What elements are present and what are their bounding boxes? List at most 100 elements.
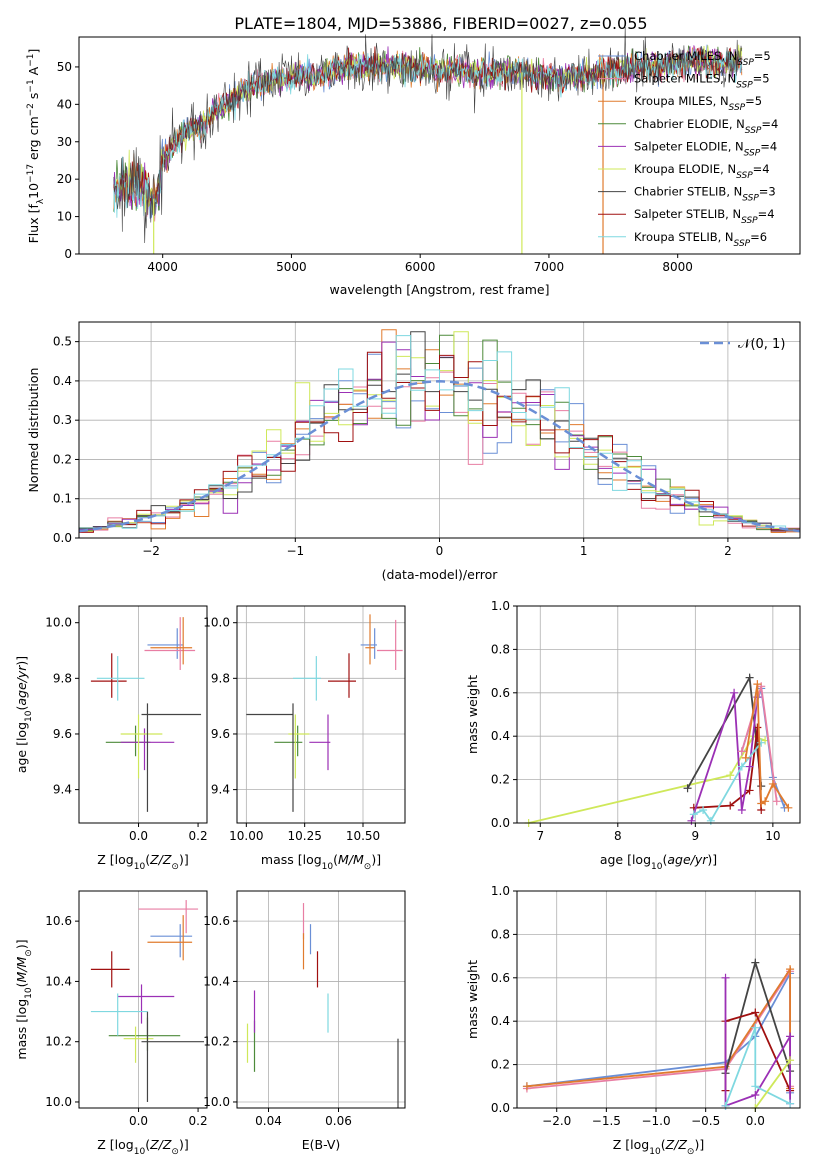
- weight-marker: [786, 1056, 795, 1065]
- weight-marker: [726, 771, 735, 780]
- y-tick-label: 10.0: [203, 616, 230, 630]
- figure-title: PLATE=1804, MJD=53886, FIBERID=0027, z=0…: [234, 14, 647, 33]
- y-axis-label: mass [log10(M/M⊙)]: [14, 939, 34, 1059]
- y-tick-label: 0.0: [491, 816, 510, 830]
- y-tick-label: 0.5: [53, 335, 72, 349]
- panel-spectrum: 4000 5000 6000 7000 8000 0 10 20 30 40 50 Chabrier …: [26, 26, 801, 297]
- weight-marker: [745, 673, 754, 682]
- weight-marker: [751, 1008, 760, 1017]
- panel-age_vs_mass: 10.00 10.25 10.50 9.4 9.6 9.8 10.0 mass [log10(…: [203, 605, 406, 872]
- legend-label-kroupa-elodie-n-ssp-4: Kroupa ELODIE, NSSP=4: [634, 162, 770, 181]
- y-tick-label: 0.6: [491, 971, 510, 985]
- y-tick-label: 0.4: [491, 1014, 510, 1028]
- errorbar-chabrier-stelib: [141, 703, 202, 812]
- axes-frame: 4000 5000 6000 7000 8000 0 10 20 30 40 50: [57, 36, 801, 274]
- weight-series-salpeter-miles: [737, 682, 781, 806]
- errorbar-kroupa-elodie: [123, 1026, 154, 1063]
- weight-series-kroupa-stelib: [721, 1023, 795, 1110]
- y-tick-label: 30: [57, 135, 72, 149]
- y-tick-label: 1.0: [491, 884, 510, 898]
- axes-box: [78, 605, 208, 824]
- y-tick-label: 10.0: [45, 1095, 72, 1109]
- legend-label-chabrier-miles-n-ssp-5: Chabrier MILES, NSSP=5: [634, 49, 771, 68]
- x-axis-label: E(B-V): [302, 1137, 341, 1152]
- y-tick-label: 10.2: [203, 1035, 230, 1049]
- y-tick-label: 10.2: [45, 1035, 72, 1049]
- x-tick-label: 2: [724, 544, 732, 558]
- y-tick-label: 9.4: [53, 783, 72, 797]
- legend-label-salpeter-elodie-n-ssp-4: Salpeter ELODIE, NSSP=4: [634, 139, 777, 158]
- x-axis-label: Z [log10(Z/Z⊙)]: [97, 852, 188, 872]
- axes-frame: −2.0 −1.5 −1.0 −0.5 0.0 0.0 0.2 0.4 0.6 0.8 1.0: [491, 884, 801, 1128]
- x-tick-label: 0.2: [189, 829, 208, 843]
- y-axis-label: Flux [fλ10−17 erg cm−2 s−1 A−1]: [26, 49, 46, 244]
- weight-marker: [726, 801, 735, 810]
- axes-frame: 0.04 0.06 10.0 10.2 10.4 10.6: [203, 890, 406, 1128]
- errorbar-salpeter-stelib: [328, 653, 356, 698]
- axes-frame: 0.0 0.2 10.0 10.2 10.4 10.6: [45, 890, 208, 1128]
- weight-marker: [768, 779, 777, 788]
- x-axis-label: mass [log10(M/M⊙)]: [261, 852, 381, 872]
- y-tick-label: 10.4: [45, 974, 72, 988]
- x-axis-label: (data-model)/error: [382, 567, 499, 582]
- x-tick-label: 0: [436, 544, 444, 558]
- axes-box: [78, 36, 801, 255]
- legend-label-chabrier-elodie-n-ssp-4: Chabrier ELODIE, NSSP=4: [634, 117, 778, 136]
- errorbar-chabrier-miles: [360, 628, 377, 659]
- y-tick-label: 0.3: [53, 413, 72, 427]
- y-tick-label: 50: [57, 60, 72, 74]
- y-tick-label: 10.4: [203, 974, 230, 988]
- plot-area: [524, 673, 793, 827]
- errorbar-salpeter-elodie: [117, 984, 175, 1024]
- errorbar-kroupa-stelib: [293, 656, 321, 701]
- errorbar-kroupa-elodie: [288, 714, 310, 779]
- x-tick-label: 0.0: [746, 1114, 765, 1128]
- axes-frame: −2 −1 0 1 2 0.0 0.1 0.2 0.3 0.4 0.5: [53, 321, 801, 558]
- x-tick-label: 10: [765, 829, 780, 843]
- plot-area: [522, 958, 795, 1112]
- errorbar-chabrier-miles: [147, 628, 184, 659]
- x-tick-label: 0.06: [325, 1114, 352, 1128]
- errorbar-kroupa-stelib: [90, 993, 148, 1036]
- x-tick-label: 10.25: [287, 829, 321, 843]
- y-tick-label: 0.6: [491, 686, 510, 700]
- weight-marker: [786, 1032, 795, 1041]
- plot-area: [113, 26, 743, 254]
- legend-label-normal: 𝒩(0, 1): [738, 337, 785, 352]
- y-tick-label: 0.2: [491, 1058, 510, 1072]
- x-tick-label: 0.04: [255, 1114, 282, 1128]
- errorbar-salpeter-miles: [138, 900, 199, 934]
- histogram-kroupa-stelib: [79, 335, 800, 531]
- errorbar-chabrier-stelib: [141, 1011, 205, 1102]
- y-tick-label: 0.4: [491, 729, 510, 743]
- axes-box: [516, 890, 801, 1109]
- weight-marker: [751, 958, 760, 967]
- weight-marker: [784, 803, 793, 812]
- plot-area: [246, 903, 399, 1108]
- legend-label-chabrier-stelib-n-ssp-3: Chabrier STELIB, NSSP=3: [634, 185, 776, 204]
- x-tick-label: 8: [614, 829, 622, 843]
- y-tick-label: 0.4: [53, 374, 72, 388]
- legend-label-kroupa-miles-n-ssp-5: Kroupa MILES, NSSP=5: [634, 94, 762, 113]
- legend-label-kroupa-stelib-n-ssp-6: Kroupa STELIB, NSSP=6: [634, 230, 767, 249]
- y-axis-label: mass weight: [465, 675, 480, 754]
- x-tick-label: −1.0: [641, 1114, 670, 1128]
- x-tick-label: 6000: [405, 260, 436, 274]
- y-tick-label: 9.8: [53, 671, 72, 685]
- axes-frame: 10.00 10.25 10.50 9.4 9.6 9.8 10.0: [203, 605, 406, 843]
- y-tick-label: 20: [57, 172, 72, 186]
- weight-marker: [737, 762, 746, 771]
- errorbar-chabrier-miles: [150, 924, 193, 958]
- weight-marker: [772, 797, 781, 806]
- y-tick-label: 10: [57, 210, 72, 224]
- y-tick-label: 9.6: [53, 727, 72, 741]
- axes-box: [236, 605, 406, 824]
- weight-marker: [753, 680, 762, 689]
- x-tick-label: 0.0: [129, 829, 148, 843]
- x-tick-label: 8000: [662, 260, 693, 274]
- x-tick-label: 0.0: [129, 1114, 148, 1128]
- weight-line: [724, 1027, 791, 1107]
- x-tick-label: 7: [536, 829, 544, 843]
- x-tick-label: 1: [580, 544, 588, 558]
